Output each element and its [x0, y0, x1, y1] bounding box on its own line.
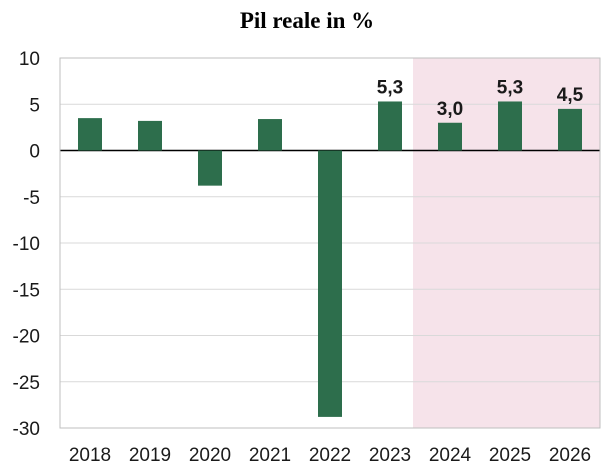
data-label-2026: 4,5 [557, 85, 584, 106]
x-tick-label: 2021 [249, 445, 291, 466]
chart-title: Pil reale in % [239, 8, 375, 33]
bar-2026 [558, 108, 582, 151]
y-tick-label: 5 [29, 95, 40, 116]
bars [78, 101, 582, 417]
bar-2022 [318, 150, 342, 417]
y-tick-label: -30 [13, 419, 40, 440]
bar-2019 [138, 120, 162, 151]
y-tick-label: -15 [13, 280, 40, 301]
data-label-2023: 5,3 [377, 77, 403, 98]
y-tick-label: 0 [29, 142, 40, 163]
axes [59, 57, 601, 429]
x-tick-label: 2020 [189, 445, 231, 466]
bar-2025 [498, 101, 522, 151]
labels: 10 5 0 -5 -10 -15 -20 -25 -30 2018 2019 2020 2021 202… [13, 49, 592, 466]
y-tick-label: -10 [13, 234, 40, 255]
x-tick-label: 2023 [369, 445, 411, 466]
x-tick-label: 2018 [69, 445, 111, 466]
bar-2024 [438, 122, 462, 151]
y-tick-label: -25 [13, 373, 40, 394]
bar-2023 [378, 101, 402, 151]
plot-frame [59, 57, 601, 429]
x-tick-label: 2022 [309, 445, 351, 466]
data-label-2024: 3,0 [437, 99, 463, 120]
x-tick-label: 2025 [489, 445, 531, 466]
x-tick-label: 2026 [549, 445, 591, 466]
data-label-2025: 5,3 [497, 77, 523, 98]
bar-2021 [258, 119, 282, 151]
x-tick-label: 2019 [129, 445, 171, 466]
bar-2018 [78, 118, 102, 151]
bar-2020 [198, 150, 222, 186]
y-tick-label: -20 [13, 327, 40, 348]
y-tick-label: -5 [23, 188, 40, 209]
y-tick-label: 10 [19, 49, 40, 70]
x-tick-label: 2024 [429, 445, 472, 466]
